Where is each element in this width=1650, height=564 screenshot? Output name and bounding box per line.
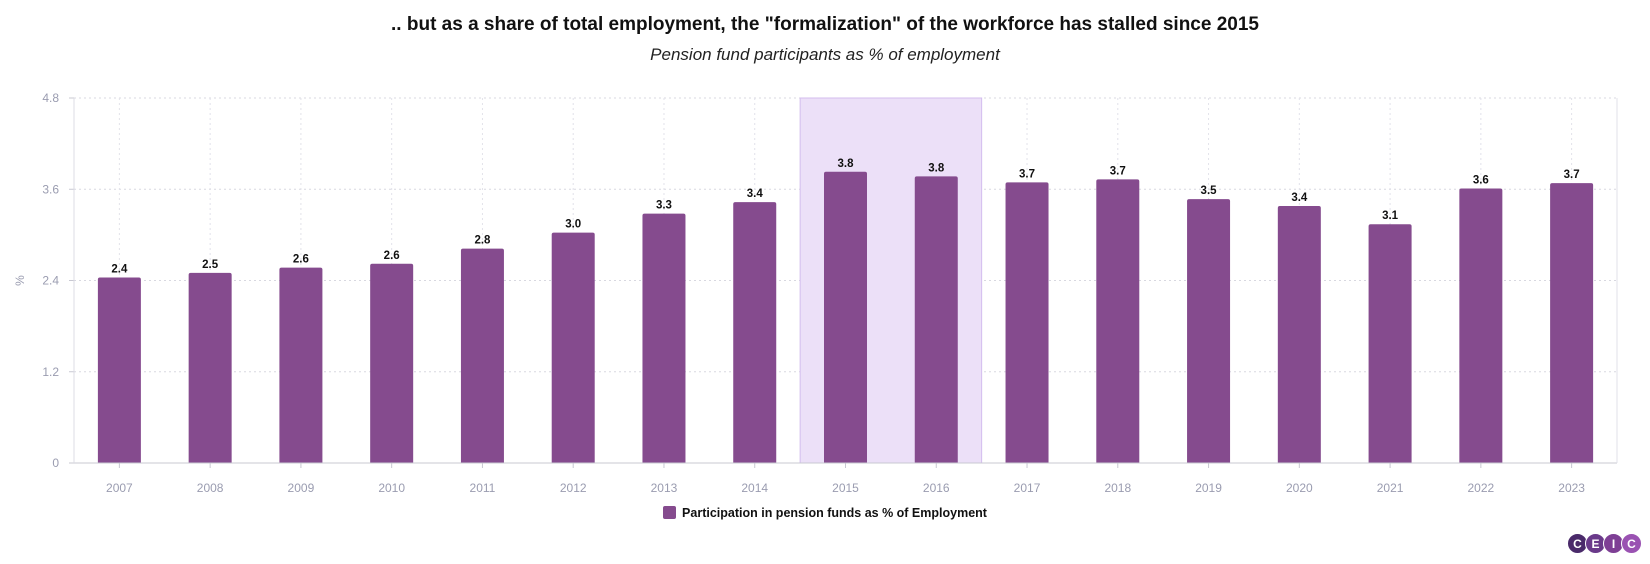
bar-2023: [1550, 183, 1594, 463]
x-tick-label: 2012: [560, 481, 587, 495]
x-tick-label: 2013: [651, 481, 678, 495]
logo-letter: C: [1621, 533, 1642, 554]
labels-layer: 2.4 2.5 2.6 2.6 2.8 3.0 3.3 3.4 3.8 3.8 3.7 3.7 3.5 3…: [111, 158, 1579, 276]
x-tick-label: 2009: [288, 481, 315, 495]
bar-2011: [460, 248, 504, 463]
value-label-2013: 3.3: [656, 200, 672, 212]
x-tick-label: 2007: [106, 481, 133, 495]
x-tick-label: 2016: [923, 481, 950, 495]
y-axis-label: %: [13, 275, 27, 286]
value-label-2019: 3.5: [1201, 185, 1218, 197]
bar-2019: [1187, 199, 1231, 463]
axis-layer: 0 1.2 2.4 3.6 4.8 2007 2008 2009 2010 2011 2012 201…: [13, 91, 1618, 495]
value-label-2018: 3.7: [1110, 165, 1126, 177]
value-label-2009: 2.6: [293, 254, 309, 266]
x-tick-label: 2017: [1014, 481, 1041, 495]
chart-title: .. but as a share of total employment, t…: [391, 14, 1259, 35]
bar-2018: [1096, 179, 1140, 464]
x-tick-label: 2008: [197, 481, 224, 495]
y-tick-label: 4.8: [42, 91, 59, 105]
value-label-2020: 3.4: [1291, 192, 1308, 204]
y-tick-label: 3.6: [42, 182, 59, 196]
bars-layer: [97, 171, 1594, 464]
x-tick-label: 2010: [378, 481, 405, 495]
value-label-2017: 3.7: [1019, 168, 1035, 180]
x-tick-label: 2020: [1286, 481, 1313, 495]
value-label-2008: 2.5: [202, 259, 219, 271]
bar-2007: [97, 277, 141, 463]
legend-swatch: [663, 506, 677, 519]
legend-label: Participation in pension funds as % of E…: [682, 506, 987, 520]
value-label-2023: 3.7: [1564, 169, 1580, 181]
x-tick-label: 2022: [1468, 481, 1495, 495]
x-tick-label: 2021: [1377, 481, 1404, 495]
x-tick-label: 2011: [470, 481, 496, 495]
bar-2015: [824, 171, 867, 463]
bar-2008: [188, 272, 232, 463]
bar-2013: [642, 213, 686, 463]
value-label-2016: 3.8: [928, 162, 945, 174]
x-tick-label: 2023: [1558, 481, 1585, 495]
y-tick-label: 1.2: [42, 365, 59, 379]
legend[interactable]: Participation in pension funds as % of E…: [0, 506, 1650, 520]
value-label-2007: 2.4: [111, 263, 128, 275]
value-label-2022: 3.6: [1473, 174, 1489, 186]
bar-2022: [1459, 188, 1503, 464]
x-tick-label: 2019: [1195, 481, 1222, 495]
bar-2020: [1277, 205, 1321, 463]
x-tick-label: 2015: [832, 481, 859, 495]
bar-2014: [733, 202, 777, 464]
bar-2016: [914, 176, 958, 463]
value-label-2011: 2.8: [474, 235, 491, 247]
value-label-2010: 2.6: [384, 250, 400, 262]
value-label-2012: 3.0: [565, 219, 581, 231]
value-label-2021: 3.1: [1382, 210, 1399, 222]
y-tick-label: 2.4: [42, 274, 59, 288]
y-tick-label: 0: [52, 456, 59, 470]
bar-2021: [1368, 224, 1412, 463]
value-label-2014: 3.4: [747, 188, 764, 200]
value-label-2015: 3.8: [838, 158, 855, 170]
x-tick-label: 2014: [741, 481, 768, 495]
bar-2017: [1005, 182, 1049, 463]
x-tick-label: 2018: [1104, 481, 1131, 495]
bar-2009: [279, 267, 323, 463]
bar-2010: [370, 263, 414, 463]
bar-2012: [551, 232, 595, 463]
chart-subtitle: Pension fund participants as % of employ…: [650, 45, 1000, 64]
